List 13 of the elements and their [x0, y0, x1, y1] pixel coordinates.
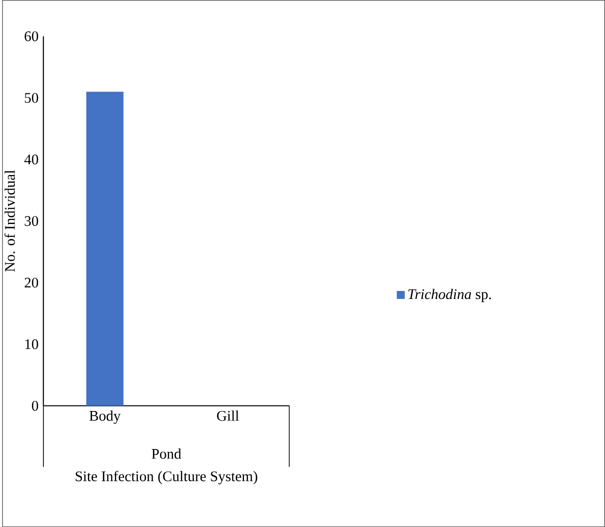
y-tick-label: 40	[24, 154, 38, 164]
y-tick-label: 10	[25, 339, 38, 350]
y-axis-title: No. of Individual	[4, 170, 15, 272]
y-tick-label: 50	[24, 92, 38, 103]
y-tick-label: 20	[24, 278, 38, 288]
y-tick-label: 30	[24, 216, 38, 226]
y-tick-label: 0	[32, 400, 38, 411]
x-axis-title: Site Infection (Culture System)	[76, 470, 258, 484]
text: Pond	[152, 448, 182, 459]
legend-label: Trichodina sp.	[408, 288, 491, 302]
y-tick-label: 60	[24, 31, 38, 42]
x-tick-label: Body	[89, 410, 121, 424]
x-tick-label: Gill	[217, 410, 239, 421]
